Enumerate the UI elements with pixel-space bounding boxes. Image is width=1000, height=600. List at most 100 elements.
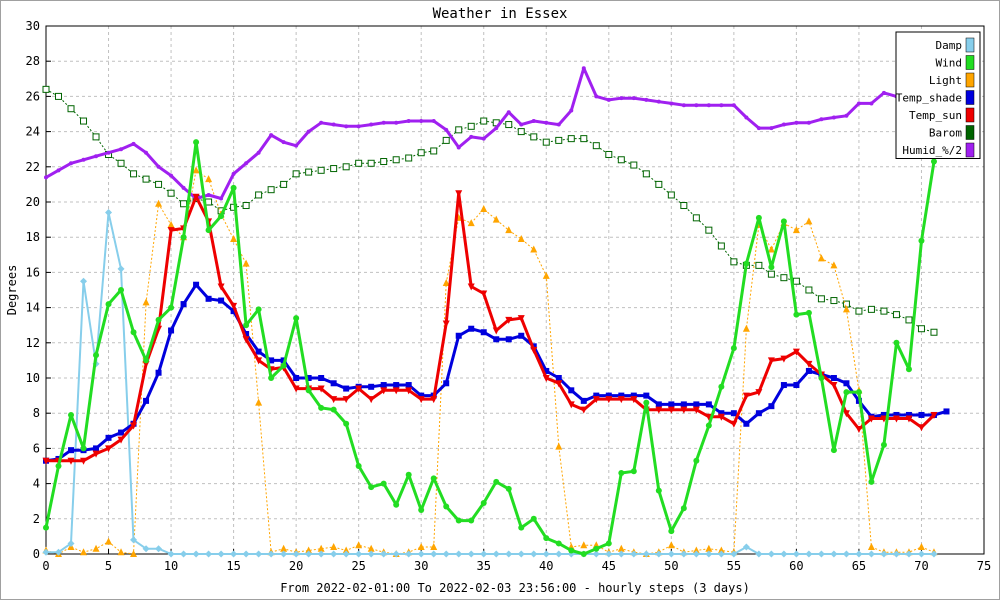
data-point-temp-sun [130,422,138,430]
data-point-barom [642,170,650,178]
data-point-wind [530,515,537,522]
data-point-temp-shade [480,329,487,336]
data-point-temp-sun [767,357,775,365]
data-point-barom [917,325,925,333]
data-point-damp [55,548,63,556]
data-point-temp-sun [905,415,913,423]
data-point-damp [105,209,113,217]
data-point-damp [705,550,713,558]
data-point-humid-2 [256,150,261,155]
data-point-temp-shade [755,410,762,417]
data-point-light [242,259,250,267]
data-point-light [705,544,713,552]
data-point-barom [505,121,513,129]
y-tick-label: 28 [26,54,40,68]
data-point-damp [892,550,900,558]
data-point-humid-2 [344,124,349,129]
x-tick-label: 70 [914,559,928,573]
data-point-wind [580,551,587,557]
data-point-humid-2 [219,196,224,201]
data-point-humid-2 [69,161,74,166]
data-point-light [142,298,150,306]
data-point-humid-2 [406,119,411,124]
data-point-damp [42,548,50,556]
data-point-wind [543,535,550,542]
data-point-barom [442,136,450,144]
data-point-wind [655,487,662,494]
y-tick-label: 22 [26,160,40,174]
data-point-barom [480,117,488,125]
data-point-light [742,324,750,332]
y-tick-label: 18 [26,230,40,244]
data-point-temp-sun [67,457,75,465]
data-point-humid-2 [331,122,336,127]
data-point-barom [255,191,263,199]
data-point-damp [455,550,463,558]
data-point-damp [905,550,913,558]
data-point-temp-shade [768,403,775,410]
data-point-wind [768,264,775,271]
data-point-damp [880,550,888,558]
x-tick-label: 30 [414,559,428,573]
data-point-damp [192,550,200,558]
data-point-wind [305,387,312,394]
data-point-humid-2 [556,122,561,127]
data-point-humid-2 [831,115,836,120]
data-point-light [280,544,288,552]
data-point-humid-2 [531,119,536,124]
data-point-light [530,245,538,253]
data-point-wind [430,475,437,482]
data-point-temp-sun [717,413,725,421]
data-point-temp-shade [243,331,250,337]
data-point-wind [630,468,637,475]
data-point-wind [680,505,687,512]
data-point-temp-sun [680,406,688,414]
data-point-wind [518,524,525,531]
legend-label-temp-shade: Temp_shade [896,92,962,105]
data-point-humid-2 [394,120,399,125]
data-point-wind [80,445,87,452]
data-point-damp [317,550,325,558]
data-point-damp [267,550,275,558]
data-point-temp-shade [605,392,612,399]
data-point-humid-2 [581,66,586,71]
y-tick-label: 2 [33,512,40,526]
data-point-wind [880,441,887,448]
data-point-damp [692,550,700,558]
data-point-temp-sun [430,396,438,404]
data-point-temp-shade [330,380,337,387]
data-point-temp-sun [80,457,88,465]
data-point-damp [355,550,363,558]
data-point-temp-sun [580,406,588,414]
data-point-temp-shade [555,375,562,381]
data-point-wind [280,362,287,369]
data-point-damp [917,550,925,558]
data-point-temp-sun [380,387,388,395]
data-point-barom [392,156,400,164]
data-point-temp-shade [180,301,187,308]
data-point-light [805,217,813,225]
x-tick-label: 25 [351,559,365,573]
data-point-barom [792,277,800,285]
data-point-temp-sun [192,193,200,201]
data-point-barom [130,170,138,178]
data-point-wind [43,524,49,531]
data-point-damp [717,550,725,558]
data-point-temp-shade [218,297,225,304]
data-point-humid-2 [706,103,711,108]
data-point-barom [67,105,75,113]
data-point-damp [555,550,563,558]
data-point-wind [155,316,162,323]
data-point-temp-shade [843,380,850,387]
data-point-temp-sun [655,406,663,414]
data-point-wind [293,315,300,322]
y-tick-label: 12 [26,336,40,350]
data-point-temp-sun [892,415,900,423]
data-point-temp-sun [255,357,263,365]
data-point-light [205,175,213,183]
data-point-temp-sun [742,392,750,400]
data-point-temp-shade [443,380,450,387]
data-point-wind [368,484,375,491]
data-point-temp-sun [730,420,738,428]
data-point-humid-2 [169,173,174,178]
